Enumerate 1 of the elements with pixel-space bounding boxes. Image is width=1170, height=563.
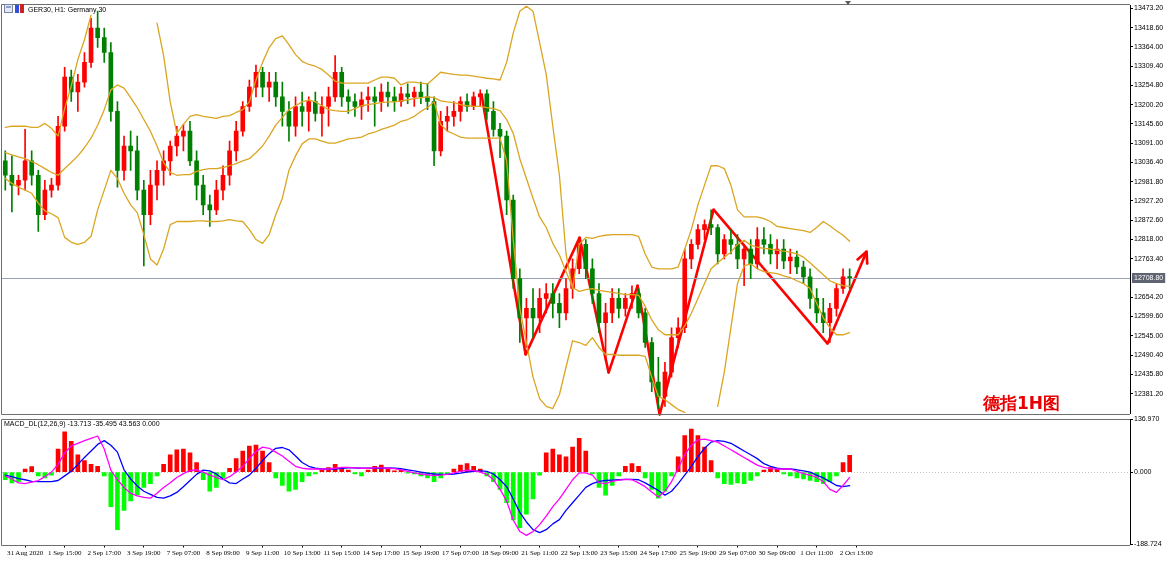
annotation: 德指1H图 (981, 392, 1060, 413)
